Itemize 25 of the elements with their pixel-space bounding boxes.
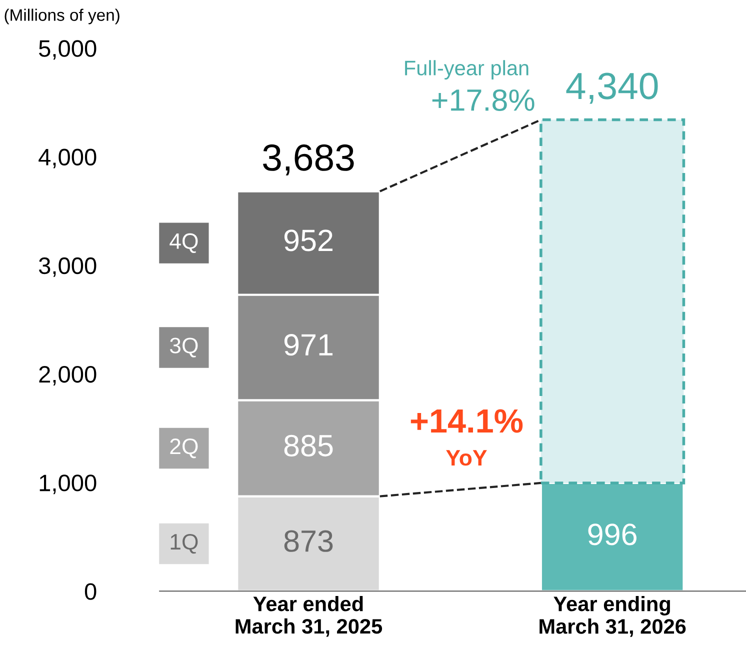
x-tick-label: Year ending March 31, 2026 <box>540 596 686 637</box>
y-tick-label: 5,000 <box>39 40 96 60</box>
data-label: 885 <box>284 434 333 456</box>
series-label: 2Q <box>170 438 198 458</box>
data-label: 873 <box>284 530 333 552</box>
y-tick-label: 1,000 <box>40 474 96 494</box>
series-label: 3Q <box>170 338 198 358</box>
total-label: 4,340 <box>566 72 658 104</box>
annotation: YoY <box>446 450 487 466</box>
annotation: +14.1% <box>410 409 523 433</box>
data-label: 971 <box>284 334 333 356</box>
y-tick-label: 2,000 <box>39 366 96 386</box>
annotation: Full-year plan <box>405 60 528 80</box>
y-axis-title: (Millions of yen) <box>4 8 120 24</box>
bar <box>540 118 686 484</box>
data-label: 996 <box>588 524 636 546</box>
annotation: +17.8% <box>432 89 534 111</box>
series-label: 4Q <box>170 233 198 253</box>
x-tick-label: Year ended March 31, 2025 <box>236 596 382 637</box>
y-tick-label: 4,000 <box>38 148 96 168</box>
series-label: 1Q <box>170 534 198 554</box>
data-label: 952 <box>284 230 332 252</box>
total-label: 3,683 <box>263 144 354 176</box>
y-tick-label: 3,000 <box>38 257 96 277</box>
y-tick-label: 0 <box>84 583 96 600</box>
